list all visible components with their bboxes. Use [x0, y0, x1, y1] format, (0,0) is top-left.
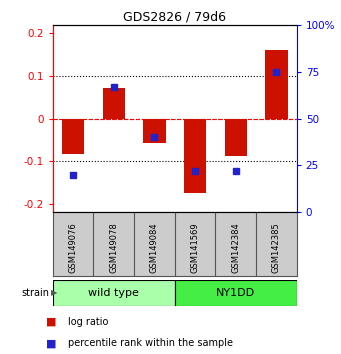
Text: NY1DD: NY1DD [216, 288, 255, 298]
Text: GSM141569: GSM141569 [191, 222, 199, 273]
Text: log ratio: log ratio [68, 317, 108, 327]
Bar [103, 88, 125, 119]
Bar [175, 280, 297, 306]
Bar [224, 119, 247, 156]
Bar [143, 119, 166, 143]
Text: GSM149078: GSM149078 [109, 222, 118, 273]
Text: GSM149076: GSM149076 [69, 222, 78, 273]
Text: GSM142385: GSM142385 [272, 222, 281, 273]
Text: GSM142384: GSM142384 [231, 222, 240, 273]
Bar [62, 119, 84, 154]
Text: strain: strain [21, 288, 49, 298]
Text: ■: ■ [46, 338, 56, 348]
Text: GSM149084: GSM149084 [150, 222, 159, 273]
Text: ▶: ▶ [51, 289, 58, 297]
Text: wild type: wild type [88, 288, 139, 298]
Title: GDS2826 / 79d6: GDS2826 / 79d6 [123, 11, 226, 24]
Text: percentile rank within the sample: percentile rank within the sample [68, 338, 233, 348]
Text: ■: ■ [46, 317, 56, 327]
Bar [184, 119, 206, 193]
Bar [53, 280, 175, 306]
Bar [265, 50, 287, 119]
